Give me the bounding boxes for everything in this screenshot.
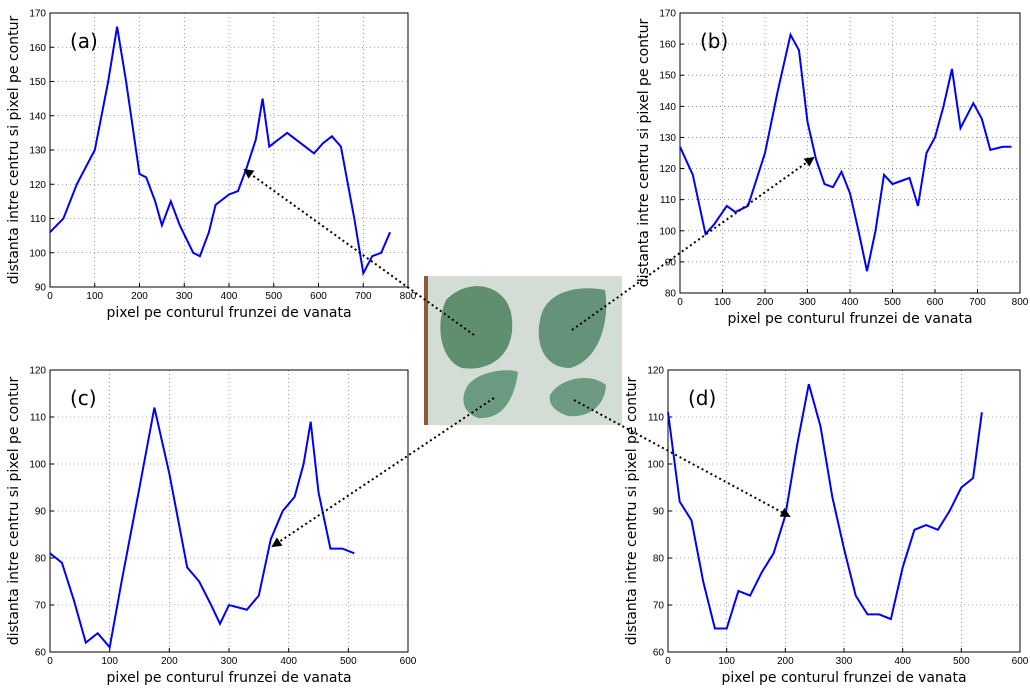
- y-axis-label: distanta intre centru si pixel pe contur: [6, 16, 22, 285]
- data-line: [49, 407, 355, 650]
- x-tick-label: 500: [953, 656, 970, 667]
- chart-panel: 0 100 200 300 400 500 600 700 800 80 90 100 110 120 13…: [636, 9, 1029, 328]
- chart-panel: 0 100 200 300 400 500 600 60 70 80 90 100 110 120 (c) p…: [6, 366, 417, 687]
- y-tick-label: 100: [647, 460, 664, 471]
- x-tick-label: 700: [969, 297, 986, 308]
- y-tick-label: 100: [29, 248, 46, 259]
- x-axis-label: pixel pe conturul frunzei de vanata: [727, 311, 972, 327]
- x-tick-label: 800: [400, 291, 417, 302]
- y-tick-label: 130: [659, 133, 676, 144]
- x-tick-label: 400: [894, 656, 911, 667]
- x-tick-label: 0: [677, 297, 683, 308]
- y-tick-label: 100: [29, 460, 46, 471]
- y-tick-label: 160: [659, 40, 676, 51]
- x-tick-label: 600: [310, 291, 327, 302]
- x-tick-label: 200: [161, 656, 178, 667]
- arrow: [573, 399, 791, 517]
- x-tick-label: 800: [1012, 297, 1029, 308]
- arrow: [243, 168, 475, 336]
- data-line: [49, 26, 392, 277]
- x-tick-label: 100: [714, 297, 731, 308]
- panel-label: (a): [70, 29, 98, 53]
- y-tick-label: 60: [653, 648, 665, 659]
- y-tick-label: 150: [29, 77, 46, 88]
- x-tick-label: 500: [340, 656, 357, 667]
- y-tick-label: 170: [659, 9, 676, 20]
- panel-label: (b): [700, 29, 728, 53]
- plot-frame: [49, 12, 409, 288]
- y-tick-label: 140: [29, 111, 46, 122]
- x-axis-label: pixel pe conturul frunzei de vanata: [721, 670, 966, 686]
- y-axis-label: distanta intre centru si pixel pe contur: [6, 377, 22, 646]
- y-tick-label: 90: [665, 257, 677, 268]
- x-tick-label: 300: [176, 291, 193, 302]
- y-axis-label: distanta intre centru si pixel pe contur: [636, 19, 652, 288]
- y-tick-label: 130: [29, 146, 46, 157]
- panel-label: (c): [70, 386, 97, 410]
- panel-label: (d): [688, 386, 716, 410]
- y-tick-label: 150: [659, 71, 676, 82]
- plot-frame: [49, 369, 409, 653]
- x-axis-label: pixel pe conturul frunzei de vanata: [106, 305, 351, 321]
- x-tick-label: 400: [221, 291, 238, 302]
- plot-frame: [667, 369, 1021, 653]
- chart-panel: 0 100 200 300 400 500 600 700 800 90 100 110 120 130 1…: [6, 9, 417, 322]
- x-tick-label: 300: [799, 297, 816, 308]
- x-tick-label: 200: [131, 291, 148, 302]
- x-tick-label: 0: [47, 656, 53, 667]
- y-tick-label: 80: [653, 554, 665, 565]
- y-tick-label: 80: [665, 289, 677, 300]
- x-tick-label: 600: [927, 297, 944, 308]
- data-line: [667, 383, 983, 630]
- y-tick-label: 170: [29, 9, 46, 20]
- arrow: [271, 397, 495, 548]
- x-tick-label: 600: [400, 656, 417, 667]
- x-tick-label: 0: [47, 291, 53, 302]
- y-tick-label: 120: [29, 180, 46, 191]
- x-tick-label: 300: [836, 656, 853, 667]
- arrow: [571, 156, 815, 331]
- y-tick-label: 160: [29, 43, 46, 54]
- x-tick-label: 400: [280, 656, 297, 667]
- x-tick-label: 600: [1012, 656, 1029, 667]
- x-tick-label: 0: [665, 656, 671, 667]
- y-tick-label: 70: [653, 601, 665, 612]
- x-tick-label: 100: [718, 656, 735, 667]
- leaf-photo: [424, 276, 622, 425]
- y-tick-label: 120: [29, 366, 46, 377]
- y-axis-label: distanta intre centru si pixel pe contur: [624, 377, 640, 646]
- x-tick-label: 500: [265, 291, 282, 302]
- x-tick-label: 300: [221, 656, 238, 667]
- chart-panel: 0 100 200 300 400 500 600 60 70 80 90 100 110 120 (d) p…: [624, 366, 1029, 687]
- x-axis-label: pixel pe conturul frunzei de vanata: [106, 670, 351, 686]
- y-tick-label: 90: [35, 507, 47, 518]
- y-tick-label: 90: [35, 283, 47, 294]
- y-tick-label: 110: [660, 195, 676, 206]
- y-tick-label: 110: [648, 413, 664, 424]
- plot-frame: [679, 12, 1021, 294]
- x-tick-label: 400: [842, 297, 859, 308]
- y-tick-label: 70: [35, 601, 47, 612]
- y-tick-label: 120: [647, 366, 664, 377]
- x-tick-label: 200: [777, 656, 794, 667]
- y-tick-label: 80: [35, 554, 47, 565]
- x-tick-label: 700: [355, 291, 372, 302]
- y-tick-label: 110: [30, 413, 46, 424]
- y-tick-label: 110: [30, 214, 46, 225]
- y-tick-label: 60: [35, 648, 47, 659]
- x-tick-label: 200: [757, 297, 774, 308]
- arrows: [243, 156, 815, 548]
- y-tick-label: 140: [659, 102, 676, 113]
- x-tick-label: 500: [884, 297, 901, 308]
- x-tick-label: 100: [86, 291, 103, 302]
- y-tick-label: 120: [659, 164, 676, 175]
- x-tick-label: 100: [101, 656, 118, 667]
- y-tick-label: 100: [659, 226, 676, 237]
- y-tick-label: 90: [653, 507, 665, 518]
